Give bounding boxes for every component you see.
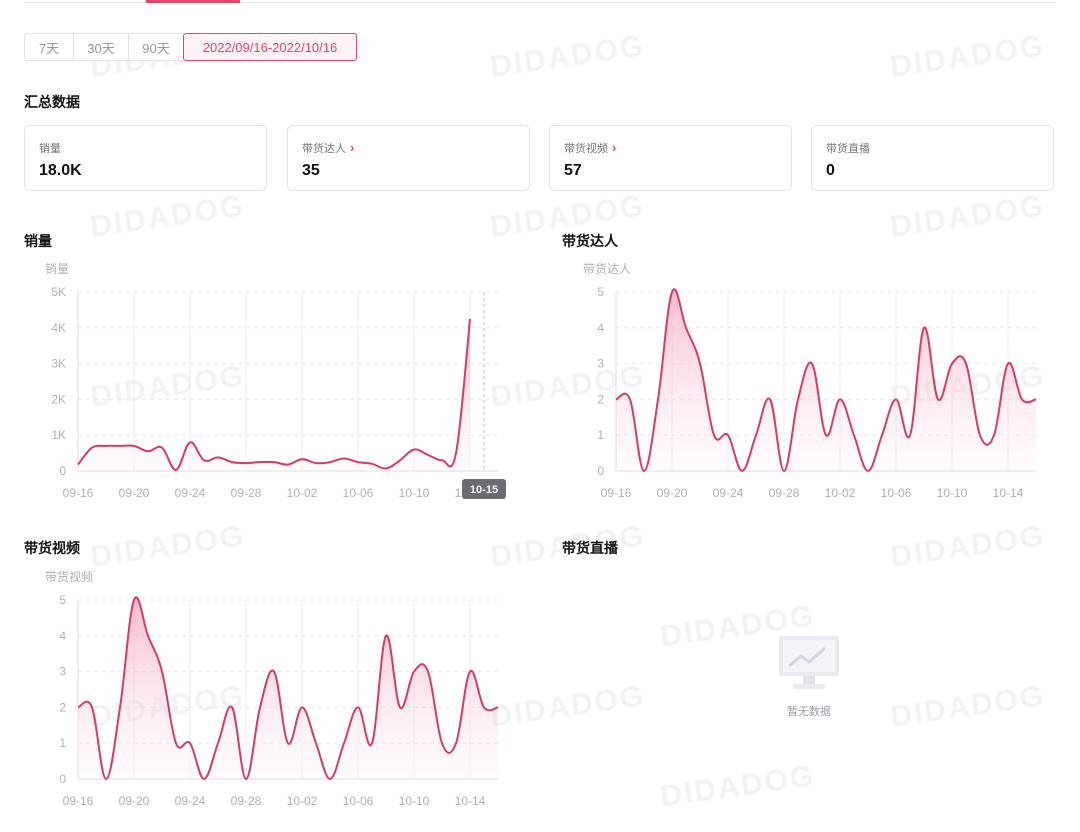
y-tick-label: 3K bbox=[51, 357, 66, 371]
tab-custom-range[interactable]: 2022/09/16-2022/10/16 bbox=[183, 33, 357, 61]
y-tick-label: 3 bbox=[59, 665, 66, 679]
x-tick-label: 09-28 bbox=[231, 486, 262, 500]
y-tick-label: 3 bbox=[597, 357, 604, 371]
x-tick-label: 09-20 bbox=[119, 794, 150, 808]
y-axis-label: 销量 bbox=[45, 262, 69, 276]
x-tick-label: 10-10 bbox=[399, 794, 430, 808]
chart-title-videos: 带货视频 bbox=[24, 540, 80, 556]
area-fill bbox=[78, 597, 498, 779]
x-tick-label: 10-02 bbox=[287, 486, 318, 500]
x-tick-label: 09-16 bbox=[63, 794, 94, 808]
card-label: 带货视频 bbox=[564, 143, 608, 155]
x-tick-label: 10-06 bbox=[881, 486, 912, 500]
chart-title-influencers: 带货达人 bbox=[562, 233, 618, 249]
tab-90-days[interactable]: 90天 bbox=[128, 33, 183, 61]
x-tick-label: 10-02 bbox=[287, 794, 318, 808]
tooltip-label: 10-15 bbox=[470, 484, 498, 496]
x-tick-label: 09-16 bbox=[601, 486, 632, 500]
x-tick-label: 09-24 bbox=[175, 486, 206, 500]
y-tick-label: 5 bbox=[59, 593, 66, 607]
area-fill bbox=[616, 289, 1036, 471]
card-label: 带货达人 bbox=[302, 143, 346, 155]
card-value: 18.0K bbox=[39, 162, 82, 179]
chart-title-sales: 销量 bbox=[24, 233, 52, 249]
y-tick-label: 5K bbox=[51, 285, 66, 299]
y-axis-label: 带货视频 bbox=[45, 569, 93, 584]
y-tick-label: 4K bbox=[51, 321, 66, 335]
chevron-right-icon[interactable]: › bbox=[612, 140, 617, 155]
x-tick-label: 09-20 bbox=[119, 486, 150, 500]
summary-card-videos[interactable]: 带货视频 › 57 bbox=[549, 125, 792, 191]
y-tick-label: 1K bbox=[51, 428, 66, 442]
series-line bbox=[77, 318, 471, 471]
x-tick-label: 10-06 bbox=[343, 794, 374, 808]
chevron-right-icon[interactable]: › bbox=[350, 140, 355, 155]
area-fill bbox=[78, 318, 470, 471]
card-value: 57 bbox=[564, 162, 582, 179]
y-tick-label: 1 bbox=[59, 736, 66, 750]
summary-title: 汇总数据 bbox=[24, 94, 80, 110]
summary-card-livestreams: 带货直播 0 bbox=[811, 125, 1054, 191]
y-tick-label: 4 bbox=[59, 629, 66, 643]
card-value: 35 bbox=[302, 162, 320, 179]
x-tick-label: 10-02 bbox=[825, 486, 856, 500]
y-tick-label: 1 bbox=[597, 428, 604, 442]
series-line bbox=[77, 596, 499, 781]
y-tick-label: 0 bbox=[59, 772, 66, 786]
x-tick-label: 09-24 bbox=[175, 794, 206, 808]
y-tick-label: 0 bbox=[597, 464, 604, 478]
y-tick-label: 0 bbox=[59, 464, 66, 478]
x-tick-label: 10-06 bbox=[343, 486, 374, 500]
card-value: 0 bbox=[826, 162, 835, 179]
x-tick-label: 09-24 bbox=[713, 486, 744, 500]
y-tick-label: 2 bbox=[597, 392, 604, 406]
x-tick-label: 10-14 bbox=[993, 486, 1024, 500]
tab-30-days[interactable]: 30天 bbox=[73, 33, 128, 61]
x-tick-label: 10-10 bbox=[399, 486, 430, 500]
x-tick-label: 09-16 bbox=[63, 486, 94, 500]
empty-state-text: 暂无数据 bbox=[787, 706, 831, 718]
y-tick-label: 2 bbox=[59, 700, 66, 714]
summary-card-sales: 销量 18.0K bbox=[24, 125, 267, 191]
card-label: 带货直播 bbox=[826, 143, 870, 155]
card-label: 销量 bbox=[39, 143, 61, 155]
top-divider bbox=[24, 2, 1056, 3]
tooltip-box bbox=[462, 479, 506, 499]
y-tick-label: 5 bbox=[597, 285, 604, 299]
x-tick-label: 10-14 bbox=[455, 794, 486, 808]
y-axis-label: 带货达人 bbox=[583, 261, 631, 276]
chart-title-livestreams: 带货直播 bbox=[562, 540, 618, 556]
x-tick-label: 09-20 bbox=[657, 486, 688, 500]
date-range-tabs: 7天 30天 90天 2022/09/16-2022/10/16 bbox=[24, 33, 357, 61]
y-tick-label: 2K bbox=[51, 392, 66, 406]
x-tick-label: 09-28 bbox=[769, 486, 800, 500]
active-tab-indicator bbox=[146, 0, 240, 3]
tab-7-days[interactable]: 7天 bbox=[24, 33, 73, 61]
empty-state: 暂无数据 bbox=[774, 634, 844, 719]
y-tick-label: 4 bbox=[597, 321, 604, 335]
summary-card-influencers[interactable]: 带货达人 › 35 bbox=[287, 125, 530, 191]
x-tick-label: 10-10 bbox=[937, 486, 968, 500]
monitor-chart-icon bbox=[779, 636, 839, 689]
series-line bbox=[615, 288, 1037, 473]
x-tick-label: 09-28 bbox=[231, 794, 262, 808]
